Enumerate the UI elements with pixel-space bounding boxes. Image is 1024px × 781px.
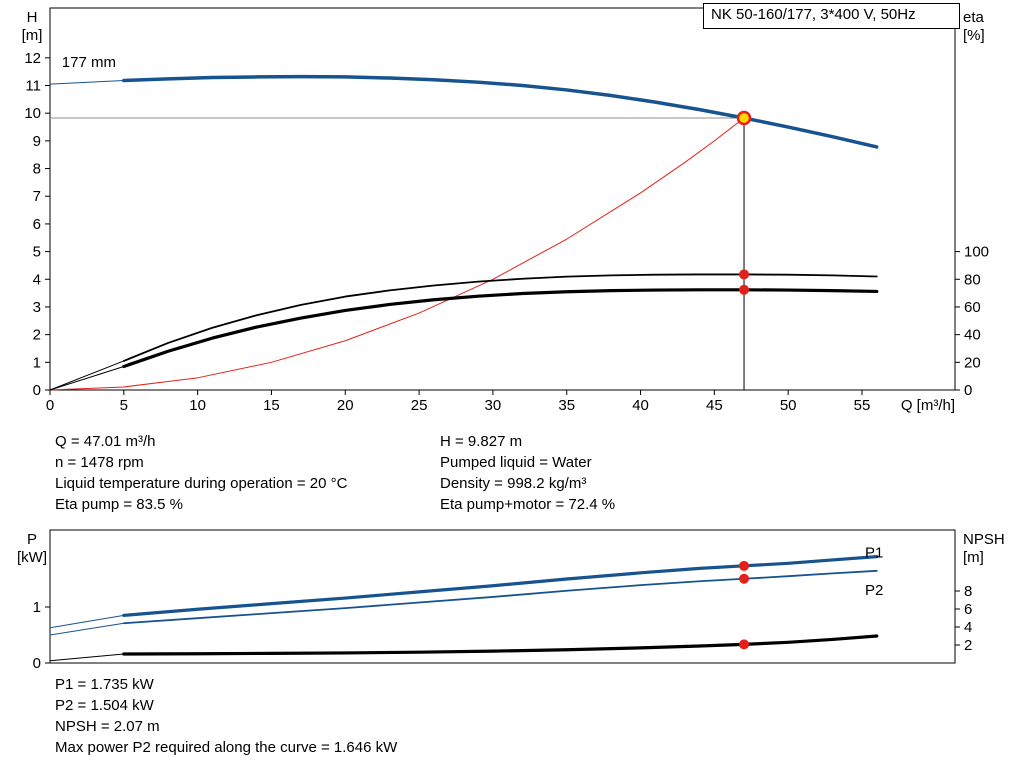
p1-curve-lead bbox=[49, 614, 125, 629]
eta-pump-motor-readout: Eta pump+motor = 72.4 % bbox=[440, 496, 616, 513]
tick-label: 2 bbox=[33, 327, 41, 344]
tick-label: 3 bbox=[33, 299, 41, 316]
p2-curve-lead bbox=[49, 622, 125, 636]
tick-label: 10 bbox=[189, 397, 206, 414]
operating-point-dot bbox=[739, 284, 750, 295]
npsh-readout: NPSH = 2.07 m bbox=[55, 718, 160, 735]
p2-curve-label: P2 bbox=[865, 582, 883, 599]
operating-point-dot bbox=[739, 573, 750, 584]
operating-point-dot bbox=[739, 639, 750, 650]
y-left-axis-title: [kW] bbox=[17, 549, 47, 566]
npsh-curve bbox=[122, 634, 879, 656]
tick-label: 80 bbox=[964, 271, 981, 288]
y-right-axis-title: eta bbox=[963, 9, 985, 26]
head-curve bbox=[122, 74, 879, 149]
npsh-curve-lead bbox=[49, 653, 125, 662]
tick-label: 0 bbox=[33, 382, 41, 399]
eta-pump-motor-curve bbox=[122, 288, 879, 369]
tick-label: 12 bbox=[24, 50, 41, 67]
p2-curve bbox=[122, 569, 878, 625]
p1-curve bbox=[122, 554, 879, 618]
tick-label: 4 bbox=[964, 619, 972, 636]
operating-point-dot bbox=[739, 560, 750, 571]
tick-label: 8 bbox=[33, 161, 41, 178]
tick-label: 50 bbox=[780, 397, 797, 414]
system-curve bbox=[49, 117, 745, 391]
tick-label: 2 bbox=[964, 637, 972, 654]
tick-label: 55 bbox=[854, 397, 871, 414]
liquid-temperature-readout: Liquid temperature during operation = 20… bbox=[55, 475, 348, 492]
y-left-axis-title: P bbox=[27, 531, 37, 548]
tick-label: 20 bbox=[337, 397, 354, 414]
tick-label: 7 bbox=[33, 188, 41, 205]
y-right-axis-title: [m] bbox=[963, 549, 984, 566]
tick-label: 0 bbox=[964, 382, 972, 399]
eta-pump-curve-lead bbox=[49, 360, 125, 391]
tick-label: 40 bbox=[632, 397, 649, 414]
tick-label: 45 bbox=[706, 397, 723, 414]
duty-point-marker bbox=[736, 110, 752, 126]
p1-curve-label: P1 bbox=[865, 545, 883, 562]
top-plot-frame bbox=[49, 7, 956, 391]
tick-label: 20 bbox=[964, 354, 981, 371]
tick-label: 40 bbox=[964, 327, 981, 344]
tick-label: 4 bbox=[33, 271, 41, 288]
top-chart: 0 5 10 15 20 25 30 35 40 45 50 55 Q [m³/h]0123456789… bbox=[22, 7, 989, 414]
bottom-plot-frame bbox=[49, 529, 956, 664]
tick-label: 15 bbox=[263, 397, 280, 414]
eta-pump-motor-curve-lead bbox=[49, 365, 125, 391]
impeller-diameter-label: 177 mm bbox=[62, 54, 116, 71]
tick-label: 0 bbox=[33, 655, 41, 672]
head-readout: H = 9.827 m bbox=[440, 433, 523, 450]
y-left-axis-title: H bbox=[27, 9, 38, 26]
tick-label: 5 bbox=[33, 244, 41, 261]
y-left-axis-title: [m] bbox=[22, 27, 43, 44]
max-power-p2-readout: Max power P2 required along the curve = … bbox=[55, 739, 398, 756]
x-axis-title: Q [m³/h] bbox=[901, 397, 955, 414]
power-info-column: P1 = 1.735 kW P2 = 1.504 kW NPSH = 2.07 … bbox=[55, 674, 397, 758]
tick-label: 5 bbox=[120, 397, 128, 414]
speed-readout: n = 1478 rpm bbox=[55, 454, 144, 471]
tick-label: 10 bbox=[24, 105, 41, 122]
flow-readout: Q = 47.01 m³/h bbox=[55, 433, 156, 450]
tick-label: 1 bbox=[33, 354, 41, 371]
tick-label: 8 bbox=[964, 583, 972, 600]
pump-title-box: NK 50-160/177, 3*400 V, 50Hz bbox=[703, 3, 960, 29]
y-right-axis-title: [%] bbox=[963, 27, 985, 44]
tick-label: 9 bbox=[33, 133, 41, 150]
p1-readout: P1 = 1.735 kW bbox=[55, 676, 154, 693]
p2-readout: P2 = 1.504 kW bbox=[55, 697, 154, 714]
duty-info-right-column: H = 9.827 m Pumped liquid = Water Densit… bbox=[440, 431, 615, 515]
tick-label: 6 bbox=[33, 216, 41, 233]
eta-pump-readout: Eta pump = 83.5 % bbox=[55, 496, 183, 513]
eta-pump-curve bbox=[122, 273, 878, 362]
tick-label: 25 bbox=[411, 397, 428, 414]
top-x-axis: 0 5 10 15 20 25 30 35 40 45 50 55 Q [m³/h] bbox=[46, 390, 955, 414]
tick-label: 11 bbox=[25, 78, 41, 95]
tick-label: 6 bbox=[964, 601, 972, 618]
bottom-y-axis-left: 0 1 P[kW] bbox=[17, 531, 50, 672]
density-readout: Density = 998.2 kg/m³ bbox=[440, 475, 587, 492]
tick-label: 0 bbox=[46, 397, 54, 414]
top-y-axis-right: 0 20 40 60 80 100 eta[%] bbox=[955, 9, 989, 399]
duty-info-left-column: Q = 47.01 m³/h n = 1478 rpm Liquid tempe… bbox=[55, 431, 347, 515]
tick-label: 30 bbox=[485, 397, 502, 414]
tick-label: 35 bbox=[558, 397, 575, 414]
tick-label: 60 bbox=[964, 299, 981, 316]
tick-label: 1 bbox=[33, 599, 41, 616]
head-curve-lead bbox=[49, 80, 125, 85]
pumped-liquid-readout: Pumped liquid = Water bbox=[440, 454, 592, 471]
tick-label: 100 bbox=[964, 244, 989, 261]
y-right-axis-title: NPSH bbox=[963, 531, 1005, 548]
operating-point-dot bbox=[739, 269, 750, 280]
